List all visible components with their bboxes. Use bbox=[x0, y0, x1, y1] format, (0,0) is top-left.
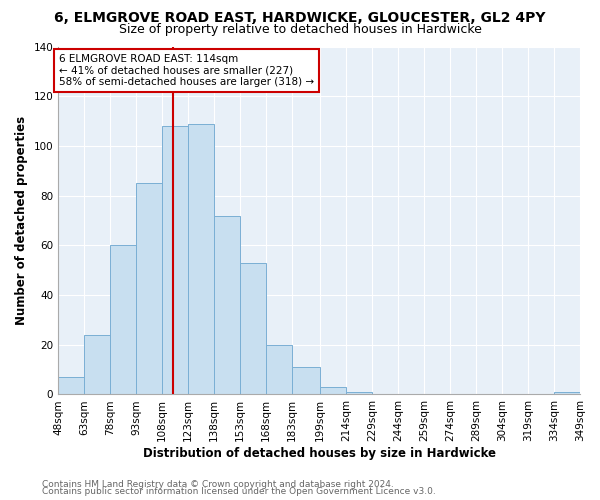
Bar bbox=[136, 183, 162, 394]
Bar bbox=[110, 246, 136, 394]
Bar bbox=[320, 387, 346, 394]
Y-axis label: Number of detached properties: Number of detached properties bbox=[15, 116, 28, 325]
Bar bbox=[162, 126, 188, 394]
Bar bbox=[188, 124, 214, 394]
Text: 6 ELMGROVE ROAD EAST: 114sqm
← 41% of detached houses are smaller (227)
58% of s: 6 ELMGROVE ROAD EAST: 114sqm ← 41% of de… bbox=[59, 54, 314, 87]
Bar bbox=[240, 262, 266, 394]
Text: Size of property relative to detached houses in Hardwicke: Size of property relative to detached ho… bbox=[119, 22, 481, 36]
Text: Contains HM Land Registry data © Crown copyright and database right 2024.: Contains HM Land Registry data © Crown c… bbox=[42, 480, 394, 489]
Bar bbox=[554, 392, 580, 394]
Bar bbox=[266, 345, 292, 395]
Bar bbox=[58, 377, 84, 394]
Bar bbox=[346, 392, 372, 394]
Bar bbox=[84, 335, 110, 394]
Text: 6, ELMGROVE ROAD EAST, HARDWICKE, GLOUCESTER, GL2 4PY: 6, ELMGROVE ROAD EAST, HARDWICKE, GLOUCE… bbox=[54, 11, 546, 25]
X-axis label: Distribution of detached houses by size in Hardwicke: Distribution of detached houses by size … bbox=[143, 447, 496, 460]
Bar bbox=[292, 367, 320, 394]
Bar bbox=[214, 216, 240, 394]
Text: Contains public sector information licensed under the Open Government Licence v3: Contains public sector information licen… bbox=[42, 488, 436, 496]
